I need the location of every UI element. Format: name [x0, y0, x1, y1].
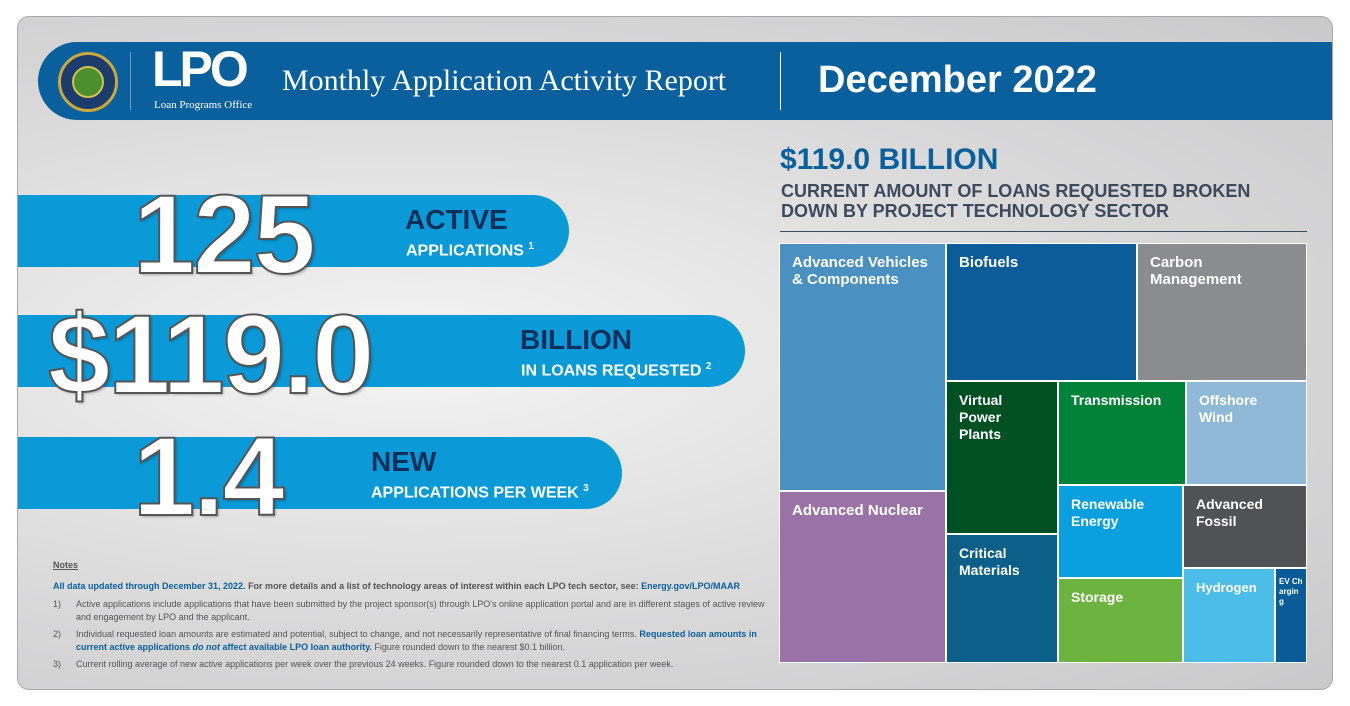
stat-label-billion: BILLION — [520, 324, 632, 355]
sector-advanced-fossil: Advanced Fossil — [1183, 485, 1307, 568]
stat-sublabel-new: APPLICATIONS PER WEEK 3 — [371, 483, 589, 502]
sector-biofuels: Biofuels — [946, 243, 1137, 381]
sector-offshore-wind: Offshore Wind — [1186, 381, 1307, 485]
sector-advanced-vehicles: Advanced Vehicles & Components — [779, 243, 946, 491]
report-card: LPO Loan Programs Office Monthly Applica… — [17, 16, 1333, 690]
sector-virtual-power-plants: Virtual Power Plants — [946, 381, 1058, 534]
notes-updated: All data updated through December 31, 20… — [53, 581, 741, 591]
divider — [780, 231, 1307, 232]
stat-value-new: 1.4 — [132, 414, 286, 539]
note-item: 2) Individual requested loan amounts are … — [53, 629, 757, 652]
stat-sublabel-billion: IN LOANS REQUESTED 2 — [521, 361, 712, 380]
notes-section: Notes All data updated through December … — [53, 559, 773, 671]
report-period: December 2022 — [818, 59, 1097, 101]
stat-pill-new — [18, 437, 622, 509]
divider — [780, 52, 781, 110]
divider — [130, 52, 131, 110]
sector-storage: Storage — [1058, 578, 1183, 663]
sector-critical-materials: Critical Materials — [946, 534, 1058, 663]
stat-label-new: NEW — [371, 446, 437, 477]
lpo-logo-subtitle: Loan Programs Office — [154, 99, 253, 111]
sector-advanced-nuclear: Advanced Nuclear — [779, 491, 946, 663]
lpo-logo: LPO — [152, 41, 249, 97]
sector-carbon-management: Carbon Management — [1137, 243, 1307, 381]
stat-value-billion: $119.0 — [47, 292, 375, 417]
notes-heading: Notes — [53, 560, 79, 570]
sector-treemap: Advanced Vehicles & Components Advanced … — [779, 243, 1307, 663]
sector-hydrogen: Hydrogen — [1183, 568, 1275, 663]
note-item: 1) Active applications include applicatio… — [53, 599, 765, 622]
total-loans-heading: $119.0 BILLION — [780, 143, 999, 176]
doe-seal-icon — [58, 52, 118, 112]
sector-renewable-energy: Renewable Energy — [1058, 485, 1183, 578]
report-title: Monthly Application Activity Report — [282, 64, 727, 97]
header-bar: LPO Loan Programs Office Monthly Applica… — [38, 41, 1332, 120]
stat-pill-active — [18, 195, 569, 267]
stat-label-active: ACTIVE — [405, 204, 508, 235]
stat-sublabel-active: APPLICATIONS 1 — [406, 241, 534, 260]
note-item: 3) Current rolling average of new active … — [53, 659, 674, 669]
sector-ev-charging: EV Charging — [1275, 568, 1307, 663]
stat-pill-billion — [18, 315, 745, 387]
stat-value-active: 125 — [132, 172, 317, 297]
sector-transmission: Transmission — [1058, 381, 1186, 485]
treemap-subtitle: CURRENT AMOUNT OF LOANS REQUESTED BROKEN… — [781, 181, 1251, 221]
maar-link[interactable]: Energy.gov/LPO/MAAR — [641, 581, 741, 591]
